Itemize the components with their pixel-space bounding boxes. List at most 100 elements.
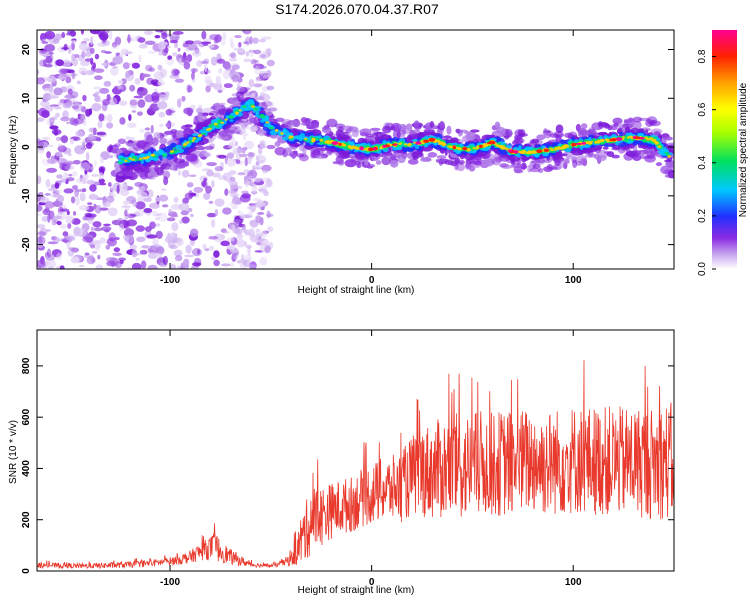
colorbar-tick-label: 0.0 [697,262,708,276]
spectrogram-noise-blob [98,172,104,180]
spectrogram-noise-blob [158,194,169,202]
spectrogram-noise-blob [53,193,61,198]
spectrogram-halo-blob [175,129,185,139]
spectrogram-noise-blob [106,260,116,267]
spectrogram-noise-blob [78,67,88,75]
spectrogram-ridge-blob [128,157,133,160]
spectrogram-noise-blob [52,215,63,220]
spectrogram-noise-blob [56,174,63,179]
spectrogram-halo-blob [427,152,438,158]
spectrogram-noise-blob [173,196,179,203]
spectrogram-ridge-blob [153,151,158,155]
spectrogram-noise-blob [53,87,63,96]
spectrogram-ridge-blob [519,151,523,154]
spectrogram-noise-blob [238,153,248,158]
spectrogram-noise-blob [250,227,255,233]
spectrogram-noise-blob [66,121,71,125]
spectrogram-noise-blob [229,176,236,182]
spectrogram-halo-blob [217,108,228,115]
spectrogram-noise-blob [249,125,258,133]
spectrogram-noise-blob [150,79,160,86]
spectrogram-ridge-blob [472,147,476,150]
spectrogram-noise-blob [82,236,93,243]
spectrogram-halo-blob [152,137,159,146]
spectrogram-noise-blob [93,68,105,73]
spectrogram-noise-blob [63,172,69,181]
spectrogram-halo-blob [419,157,432,163]
spectrogram-noise-blob [257,65,267,70]
spectrogram-ridge-blob [151,160,162,166]
spectrogram-halo-blob [465,132,476,142]
spectrogram-noise-blob [162,255,169,266]
spectrogram-noise-blob [76,80,81,85]
spectrogram-noise-blob [59,136,69,142]
spectrogram-ridge-blob [213,122,218,126]
spectrogram-noise-blob [37,117,45,123]
spectrogram-halo-blob [382,125,392,134]
spectrogram-noise-blob [226,152,235,159]
spectrogram-noise-blob [109,30,113,40]
spectrogram-noise-blob [97,254,101,260]
spectrogram-noise-blob [210,56,218,66]
spectrogram-halo-blob [520,162,527,170]
spectrogram-ridge-blob [554,147,558,151]
spectrogram-noise-blob [207,43,215,49]
spectrogram-noise-blob [156,253,163,258]
spectrogram-noise-blob [247,246,251,256]
spectrogram-noise-blob [106,93,111,101]
colorbar-tick-label: 0.2 [697,209,708,223]
spectrogram-noise-blob [188,174,197,178]
spectrogram-noise-blob [230,42,235,49]
spectrogram-noise-blob [257,237,266,242]
spectrogram-ridge-blob [627,133,636,137]
spectrogram-noise-blob [165,122,170,128]
spectrogram-halo-blob [578,127,588,136]
spectrogram-noise-blob [79,113,86,121]
spectrogram-noise-blob [37,259,46,268]
spectrogram-noise-blob [131,249,138,258]
spectrogram-noise-blob [187,207,193,213]
spectrogram-peak-blob [415,141,422,145]
spectrogram-noise-blob [248,175,252,180]
spectrogram-halo-blob [404,129,416,135]
spectrogram-noise-blob [181,216,190,224]
spectrogram-noise-blob [46,167,58,173]
spectrogram-noise-blob [151,91,160,101]
spectrogram-noise-blob [100,157,104,164]
spectrogram-noise-blob [169,74,180,79]
spectrogram-noise-blob [150,124,154,134]
spectrogram-noise-blob [71,247,80,253]
spectrogram-noise-blob [71,40,77,44]
spectrogram-halo-blob [395,125,402,130]
spectrogram-noise-blob [119,223,125,232]
spectrogram-ytick-label: -20 [21,237,32,252]
spectrogram-noise-blob [74,53,80,59]
spectrogram-ridge-blob [449,148,454,151]
spectrogram-noise-blob [231,205,239,210]
spectrogram-halo-blob [640,151,645,158]
spectrogram-ridge-blob [228,115,234,119]
spectrogram-noise-blob [182,197,189,204]
spectrogram-noise-blob [141,245,150,249]
spectrogram-ridge-blob [225,111,230,117]
spectrogram-halo-blob [215,102,221,110]
spectrogram-noise-blob [166,45,171,49]
spectrogram-noise-blob [201,168,212,172]
spectrogram-ytick-label: 0 [21,144,32,150]
spectrogram-noise-blob [250,93,256,99]
spectrogram-noise-blob [175,237,184,247]
spectrogram-noise-blob [230,136,236,144]
spectrogram-noise-blob [45,178,51,188]
spectrogram-halo-blob [366,163,376,168]
spectrogram-noise-blob [252,184,258,193]
spectrogram-noise-blob [128,113,132,121]
spectrogram-noise-blob [179,219,183,224]
spectrogram-noise-blob [202,180,208,188]
spectrogram-ridge-blob [664,159,672,163]
spectrogram-ridge-blob [667,155,671,158]
spectrogram-noise-blob [255,228,261,237]
spectrogram-halo-blob [645,148,651,154]
spectrogram-ridge-blob [573,139,579,143]
spectrogram-noise-blob [222,32,227,40]
spectrogram-noise-blob [58,75,65,80]
